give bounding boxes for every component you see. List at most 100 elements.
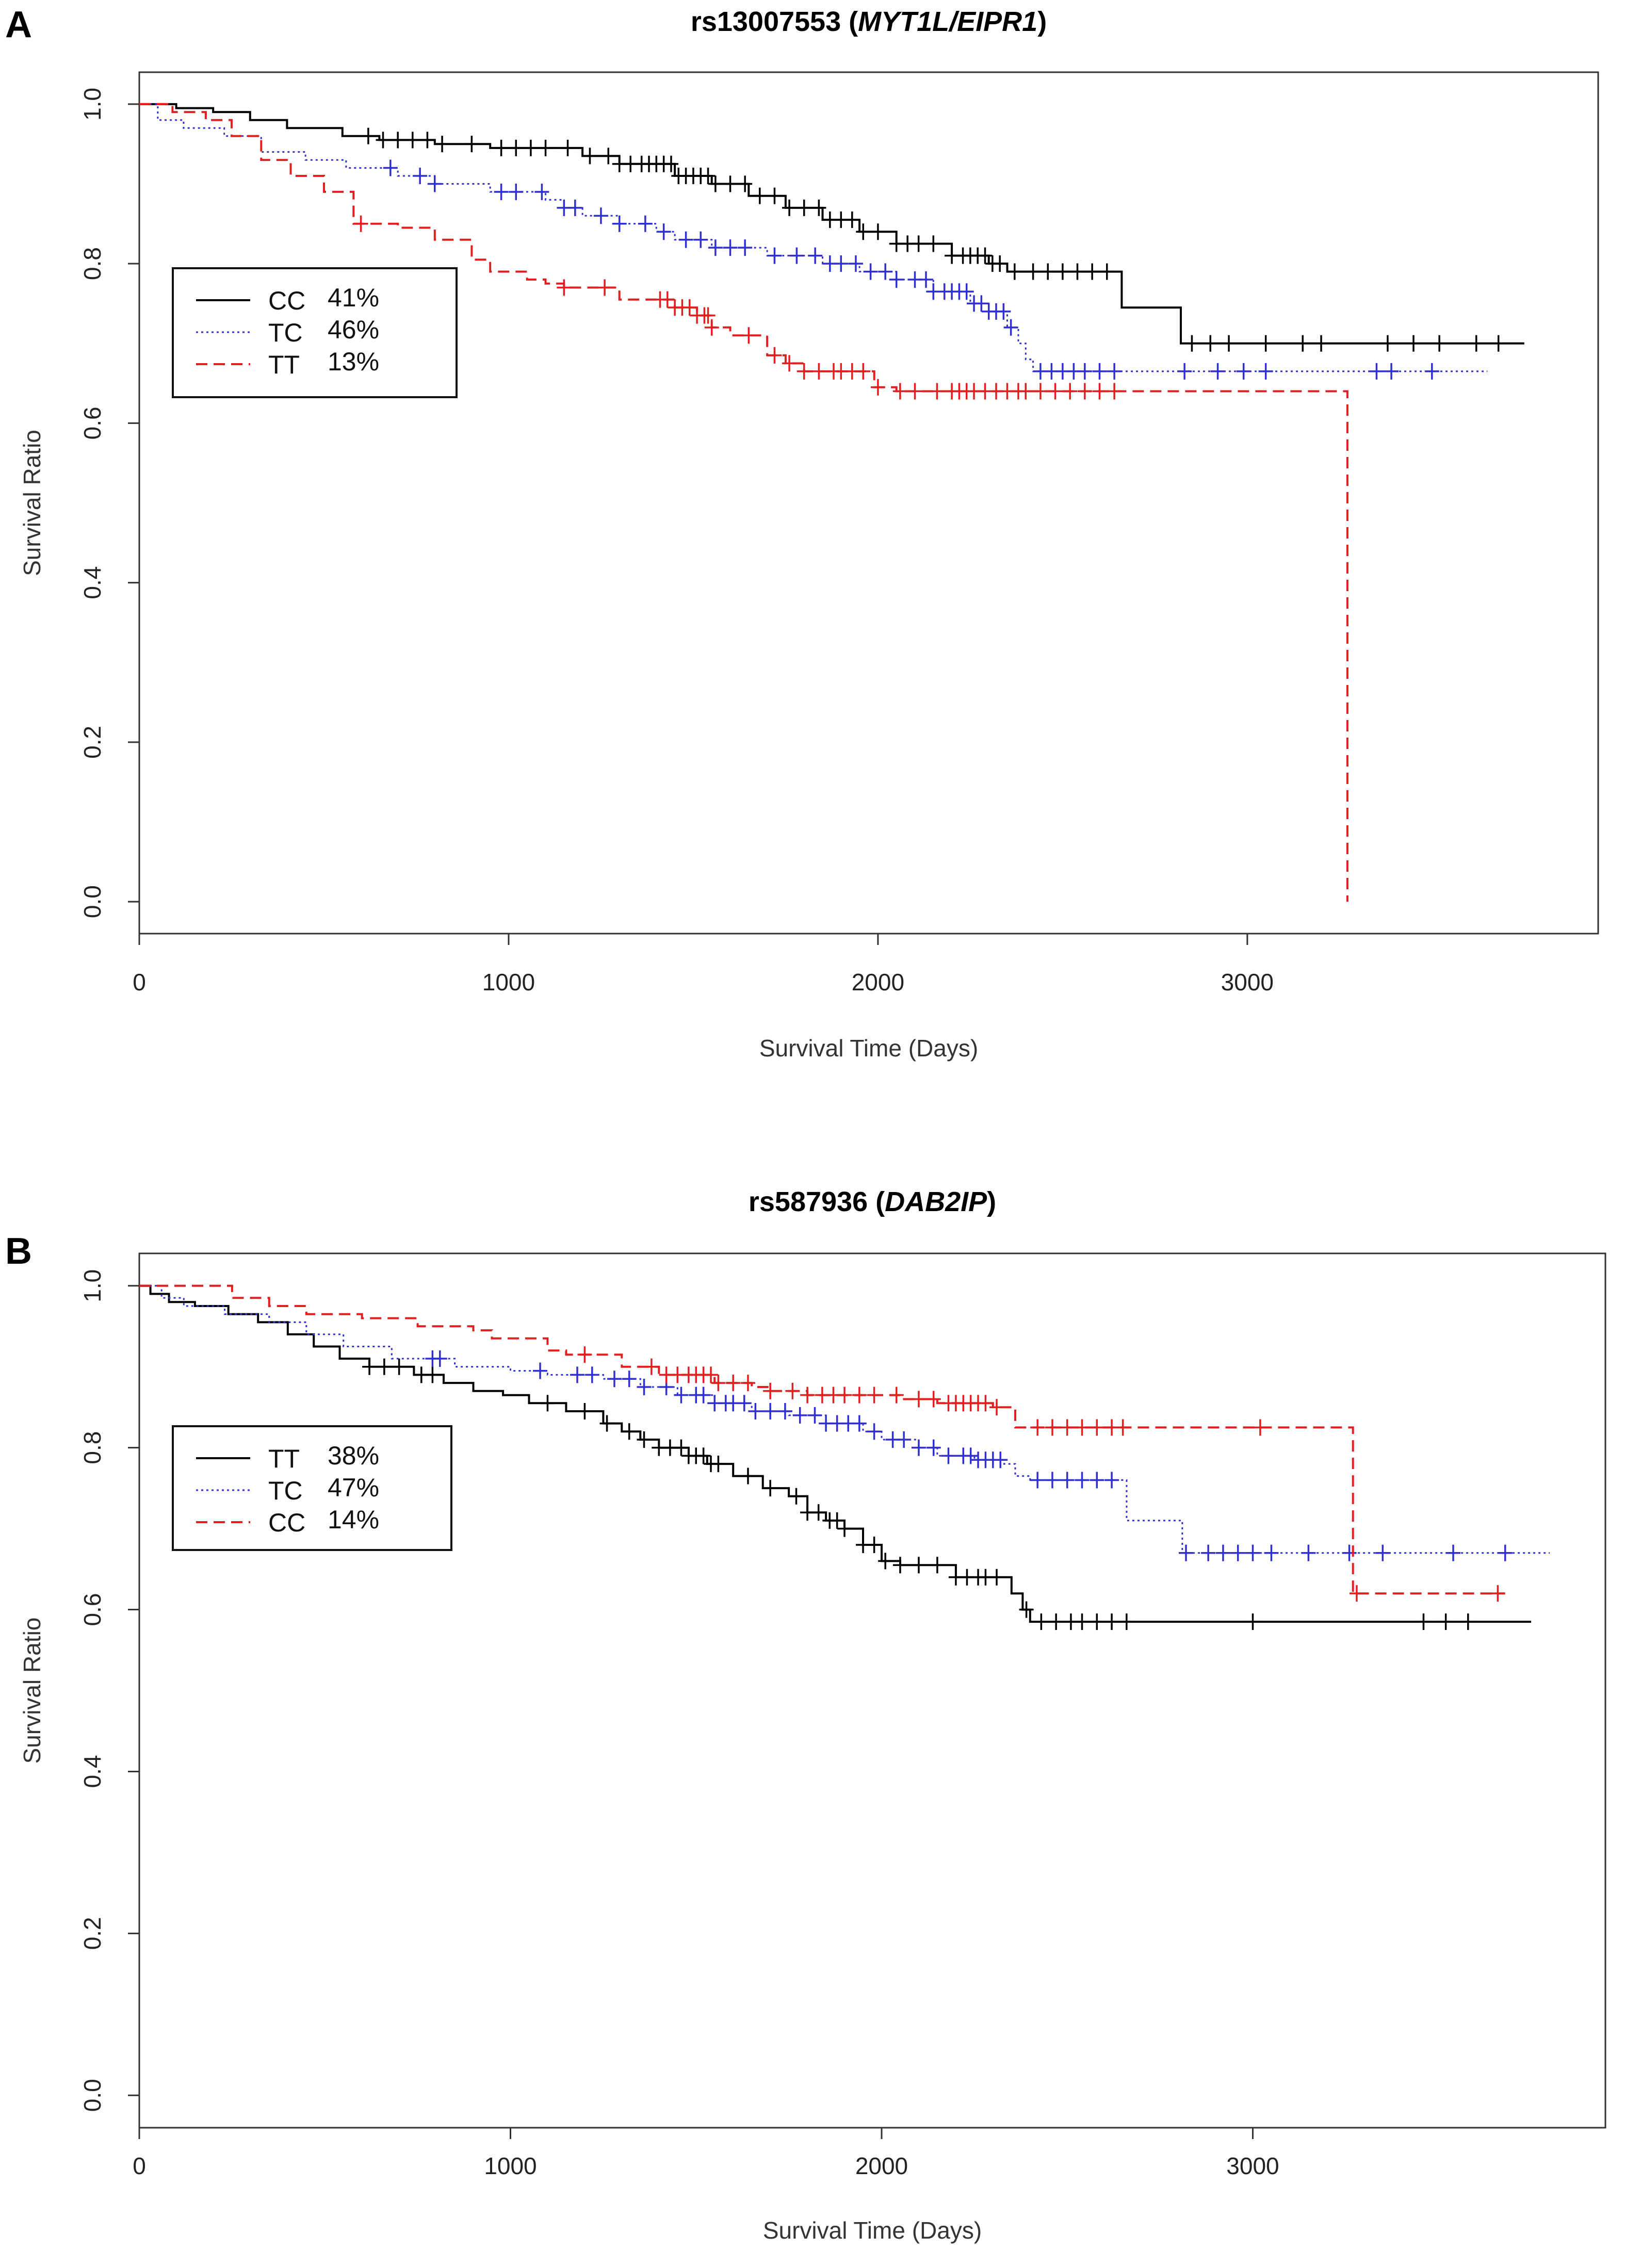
plot-frame (138, 1252, 1606, 2129)
legend-percent: 46% (328, 315, 379, 344)
censor-mark (811, 1504, 826, 1521)
x-tick-label: 1000 (482, 969, 535, 996)
censor-mark (392, 1358, 407, 1375)
x-tick-label: 0 (133, 969, 146, 996)
legend-genotype: TT (268, 350, 300, 379)
censor-mark (911, 1439, 926, 1456)
censor-mark (911, 1557, 926, 1574)
censor-mark (678, 231, 693, 248)
censor-mark (1342, 1544, 1357, 1561)
censor-mark (405, 132, 420, 149)
censor-mark (941, 1447, 956, 1464)
y-tick-label: 0.4 (79, 1755, 106, 1788)
censor-mark (1210, 363, 1225, 380)
censor-mark (797, 199, 811, 216)
censor-mark (534, 183, 549, 200)
censor-mark (1424, 363, 1439, 380)
legend-genotype: TC (268, 1476, 303, 1505)
censor-mark (782, 355, 797, 372)
censor-mark (1349, 1585, 1364, 1602)
censor-mark (767, 187, 782, 204)
censor-mark (1115, 1419, 1130, 1436)
censor-mark (1301, 1544, 1316, 1561)
series-cc (139, 1284, 1505, 1602)
censor-mark (1019, 1601, 1034, 1618)
chart-title: rs13007553 (MYT1L/EIPR1) (691, 6, 1047, 37)
censor-mark (427, 175, 442, 192)
censor-mark (930, 383, 945, 400)
censor-mark (1314, 335, 1329, 352)
censor-mark (867, 1423, 882, 1440)
censor-mark (383, 159, 398, 176)
censor-mark (852, 1386, 867, 1404)
censor-mark (867, 1537, 882, 1553)
censor-mark (811, 199, 826, 216)
panel-label: A (5, 4, 32, 45)
censor-mark (361, 127, 376, 144)
censor-mark (1245, 1544, 1260, 1561)
censor-mark (856, 363, 871, 380)
censor-mark (1090, 1419, 1104, 1436)
censor-mark (978, 247, 993, 264)
censor-mark (533, 1362, 548, 1379)
censor-mark (844, 211, 859, 229)
censor-mark (1060, 1419, 1075, 1436)
censor-mark (911, 1391, 926, 1408)
panel-label: B (5, 1231, 32, 1272)
censor-mark (726, 1375, 741, 1392)
censor-mark (567, 199, 582, 216)
legend-genotype: TC (268, 318, 303, 347)
censor-mark (1380, 335, 1395, 352)
censor-mark (892, 1557, 907, 1574)
censor-mark (767, 247, 782, 264)
censor-mark (1090, 1472, 1104, 1489)
censor-mark (637, 1431, 652, 1448)
censor-mark (1045, 1472, 1060, 1489)
censor-mark (584, 1366, 599, 1383)
censor-mark (1215, 1544, 1230, 1561)
title-snp: rs13007553 ( (691, 6, 858, 37)
legend-genotype: CC (268, 1508, 305, 1537)
censor-mark (509, 183, 524, 200)
censor-mark (582, 148, 597, 165)
censor-mark (377, 1358, 392, 1375)
censor-mark (696, 1447, 711, 1464)
x-tick-label: 2000 (852, 969, 904, 996)
censor-mark (540, 1395, 555, 1412)
censor-mark (907, 383, 922, 400)
y-tick-label: 1.0 (79, 1269, 106, 1302)
censor-mark (1007, 263, 1022, 280)
censor-mark (593, 207, 608, 224)
x-tick-label: 0 (133, 2152, 146, 2179)
censor-mark (435, 136, 450, 153)
censor-mark (848, 255, 863, 272)
censor-mark (701, 168, 716, 185)
censor-mark (660, 291, 675, 308)
title-close: ) (1037, 6, 1047, 37)
series-tc (139, 103, 1488, 380)
x-tick-label: 1000 (484, 2152, 537, 2179)
censor-mark (741, 327, 756, 344)
censor-mark (1034, 1613, 1049, 1630)
censor-mark (644, 1358, 659, 1375)
censor-mark (704, 319, 719, 336)
censor-mark (777, 1403, 792, 1420)
censor-mark (509, 139, 524, 156)
censor-mark (830, 1512, 844, 1529)
censor-mark (1432, 335, 1447, 352)
y-axis-label: Survival Ratio (19, 430, 45, 576)
x-axis-label: Survival Time (Days) (763, 2217, 982, 2244)
censor-mark (711, 1375, 726, 1392)
censor-mark (867, 1386, 882, 1404)
legend: TT 38% TC 47% CC 14% (172, 1425, 452, 1551)
censor-mark (993, 255, 1008, 272)
censor-mark (1253, 1419, 1268, 1436)
censor-mark (1003, 319, 1018, 336)
title-snp: rs587936 ( (749, 1186, 885, 1217)
censor-mark (674, 1386, 689, 1404)
censor-mark (740, 1375, 755, 1392)
censor-mark (420, 132, 435, 149)
censor-mark (1416, 1613, 1431, 1630)
censor-mark (432, 1350, 447, 1367)
